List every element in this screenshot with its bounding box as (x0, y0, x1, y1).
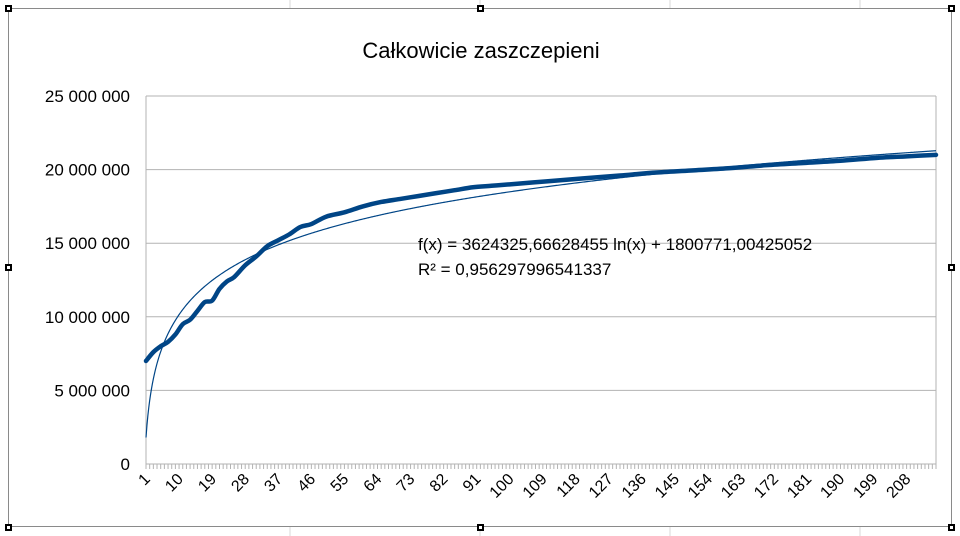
y-tick-label: 5 000 000 (54, 381, 130, 400)
x-tick-label: 127 (586, 471, 617, 502)
resize-handle-right[interactable] (948, 264, 955, 271)
y-tick-label: 20 000 000 (45, 161, 130, 180)
trendline-layer (145, 150, 937, 438)
y-tick-labels: 0 5 000 000 10 000 000 15 000 000 20 000 000… (45, 87, 130, 474)
x-tick-label: 136 (619, 471, 650, 502)
y-tick-label: 10 000 000 (45, 308, 130, 327)
resize-handle-top-right[interactable] (948, 5, 955, 12)
chart-frame[interactable] (8, 8, 952, 527)
axes (145, 96, 937, 469)
trendline (145, 150, 937, 438)
x-tick-labels: 1 10 19 28 37 46 55 64 73 82 91 100 109 118 127 136 145 1… (136, 471, 915, 502)
x-tick-label: 109 (520, 471, 551, 502)
x-tick-label: 55 (328, 471, 353, 496)
series-layer (143, 152, 939, 364)
resize-handle-bottom[interactable] (477, 524, 484, 531)
x-tick-label: 64 (361, 471, 386, 496)
x-tick-label: 118 (554, 471, 584, 501)
x-tick-label: 82 (427, 471, 452, 496)
x-tick-label: 163 (718, 471, 749, 502)
chart-title: Całkowicie zaszczepieni (362, 38, 599, 63)
x-tick-label: 91 (460, 471, 485, 496)
x-tick-label: 37 (262, 471, 287, 496)
x-tick-label: 172 (751, 471, 782, 502)
x-tick-label: 181 (784, 471, 815, 502)
resize-handle-bottom-left[interactable] (5, 524, 12, 531)
x-tick-label: 46 (295, 471, 320, 496)
x-tick-label: 190 (817, 471, 848, 502)
x-tick-label: 73 (394, 471, 419, 496)
x-tick-label: 199 (850, 471, 881, 502)
gridlines (146, 95, 936, 465)
series-line (143, 152, 939, 364)
x-tick-label: 19 (195, 471, 220, 496)
x-tick-label: 100 (487, 471, 518, 502)
x-tick-label: 28 (228, 471, 253, 496)
x-tick-label: 1 (136, 471, 154, 489)
resize-handle-top-left[interactable] (5, 5, 12, 12)
y-tick-label: 0 (121, 455, 130, 474)
x-tick-label: 208 (884, 471, 915, 502)
resize-handle-left[interactable] (5, 264, 12, 271)
x-tick-label: 154 (685, 471, 716, 502)
resize-handle-bottom-right[interactable] (948, 524, 955, 531)
y-tick-label: 15 000 000 (45, 234, 130, 253)
x-tick-label: 10 (162, 471, 187, 496)
y-tick-label: 25 000 000 (45, 87, 130, 106)
trendline-r2: R² = 0,956297996541337 (418, 260, 611, 279)
x-tick-label: 145 (652, 471, 683, 502)
resize-handle-top[interactable] (477, 5, 484, 12)
trendline-equation: f(x) = 3624325,66628455 ln(x) + 1800771,… (418, 235, 812, 254)
